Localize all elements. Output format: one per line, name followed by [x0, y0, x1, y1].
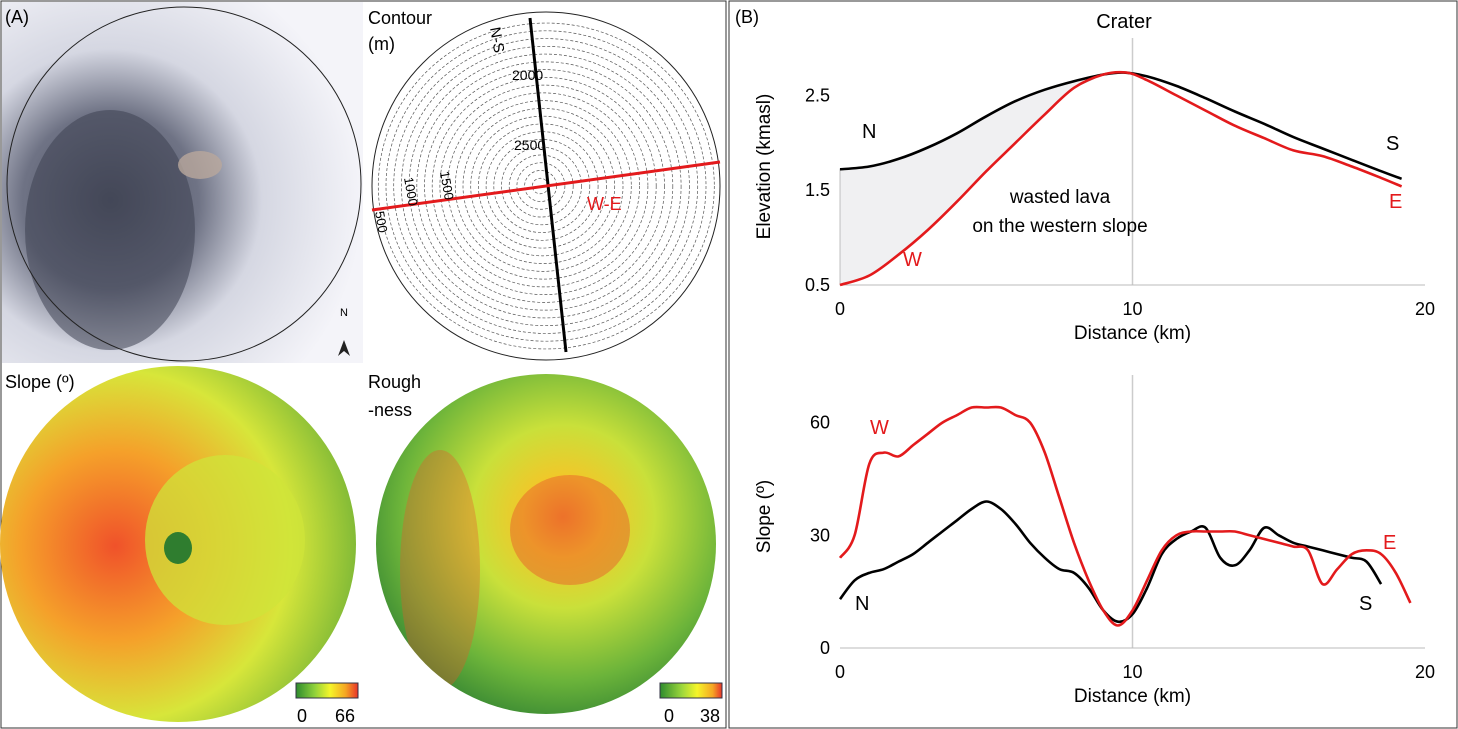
contour-line [424, 69, 665, 303]
e-label: E [1389, 191, 1402, 213]
contour-title: Contour [368, 8, 432, 28]
contour-label-1500: 1500 [437, 170, 457, 201]
crater-label: Crater [1096, 11, 1152, 33]
roughness-map [376, 374, 716, 714]
y-tick-label: 0.5 [805, 275, 830, 295]
panel-a-label: (A) [5, 7, 29, 27]
wasted-lava-area [839, 74, 1104, 286]
y-tick-label: 30 [810, 525, 830, 545]
we-label: W-E [587, 194, 622, 214]
series-line-n-s [838, 500, 1383, 624]
x-tick-label: 20 [1415, 662, 1435, 682]
contour-label-500: 500 [372, 210, 391, 234]
x-tick-label: 10 [1122, 662, 1142, 682]
roughness-colorbar-min: 0 [664, 706, 674, 726]
y-tick-label: 0 [820, 638, 830, 658]
x-tick-label: 10 [1122, 299, 1142, 319]
x-tick-label: 0 [835, 299, 845, 319]
contour-line [401, 45, 690, 327]
wasted-lava-label-2: on the western slope [972, 216, 1147, 237]
contour-line [377, 22, 715, 350]
roughness-colorbar-max: 38 [700, 706, 720, 726]
contour-line [462, 108, 624, 264]
slope-map [0, 366, 356, 722]
contour-line [508, 154, 574, 218]
north-arrow-icon [338, 340, 350, 356]
contour-label-2000: 2000 [512, 67, 543, 83]
contour-line [485, 131, 599, 241]
slope-chart: 0 10 20 0 30 60 Distance (km) Slope (º) W N S E [754, 375, 1435, 707]
contour-unit: (m) [368, 34, 395, 54]
n-label: N [862, 121, 876, 143]
contour-line [454, 100, 632, 272]
contour-line [416, 61, 674, 311]
ns-label: N-S [486, 26, 507, 54]
w-label-slope: W [870, 417, 889, 439]
y-axis-label: Elevation (kmasl) [754, 94, 775, 240]
wasted-lava-label-1: wasted lava [1009, 187, 1111, 208]
y-axis-label: Slope (º) [754, 480, 775, 553]
slope-title: Slope (º) [5, 372, 75, 392]
satellite-image [2, 2, 363, 363]
series-line-w-e [839, 70, 1403, 287]
w-label: W [903, 249, 922, 271]
contour-line [408, 53, 682, 319]
panel-b-label: (B) [735, 7, 759, 27]
s-label-slope: S [1359, 593, 1372, 615]
y-tick-label: 2.5 [805, 85, 830, 105]
contour-line [470, 115, 616, 257]
contour-line [393, 38, 699, 334]
contour-line [501, 146, 582, 226]
we-profile-line [371, 160, 721, 212]
contour-map [371, 11, 721, 361]
contour-label-2500: 2500 [514, 137, 545, 153]
contour-line [447, 92, 640, 280]
panel-b-border [728, 0, 1458, 729]
x-axis-label: Distance (km) [1074, 686, 1191, 707]
x-axis-label: Distance (km) [1074, 323, 1191, 344]
contour-line [516, 162, 566, 210]
x-tick-label: 0 [835, 662, 845, 682]
series-line-w-e [838, 405, 1412, 627]
roughness-colorbar [659, 682, 723, 699]
roughness-title-2: -ness [368, 400, 412, 420]
contour-line [439, 84, 649, 288]
north-label: N [340, 307, 348, 319]
panel-a-border [0, 0, 727, 729]
roughness-title-1: Rough [368, 372, 421, 392]
y-tick-label: 60 [810, 413, 830, 433]
contour-line [431, 77, 657, 295]
y-tick-label: 1.5 [805, 180, 830, 200]
elevation-chart: 0 10 20 0.5 1.5 2.5 Distance (km) Elevation (km… [754, 11, 1435, 344]
slope-colorbar-min: 0 [297, 706, 307, 726]
contour-line [385, 30, 707, 342]
e-label-slope: E [1383, 532, 1396, 554]
contour-label-1000: 1000 [401, 176, 421, 207]
slope-colorbar [295, 682, 359, 699]
n-label-slope: N [855, 593, 869, 615]
slope-colorbar-max: 66 [335, 706, 355, 726]
s-label: S [1386, 133, 1399, 155]
x-tick-label: 20 [1415, 299, 1435, 319]
